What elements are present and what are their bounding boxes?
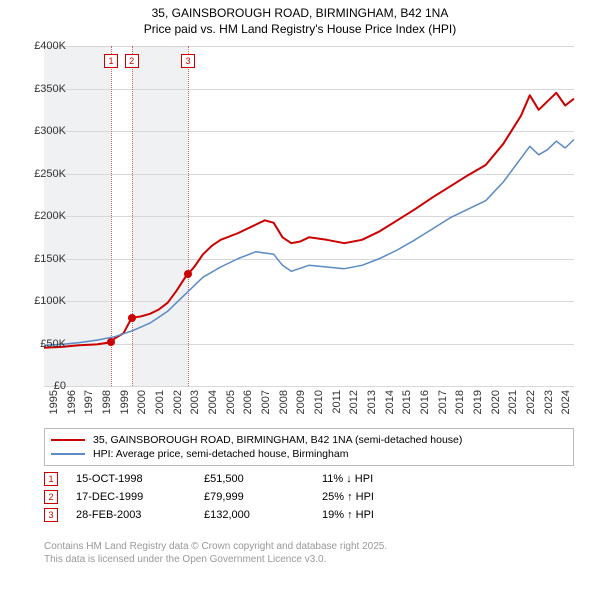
x-tick-label: 1997 bbox=[83, 390, 95, 414]
x-tick-label: 1995 bbox=[48, 390, 60, 414]
event-delta: 19% ↑ HPI bbox=[322, 509, 442, 521]
x-tick-label: 2010 bbox=[313, 390, 325, 414]
x-tick-label: 1996 bbox=[66, 390, 78, 414]
event-row: 1 15-OCT-1998 £51,500 11% ↓ HPI bbox=[44, 470, 574, 488]
x-tick-label: 2016 bbox=[419, 390, 431, 414]
title-block: 35, GAINSBOROUGH ROAD, BIRMINGHAM, B42 1… bbox=[0, 0, 600, 37]
event-price: £51,500 bbox=[204, 473, 304, 485]
x-tick-label: 2019 bbox=[472, 390, 484, 414]
event-date: 15-OCT-1998 bbox=[76, 473, 186, 485]
event-marker-box: 2 bbox=[44, 490, 58, 504]
x-tick-label: 2006 bbox=[242, 390, 254, 414]
x-tick-label: 2001 bbox=[154, 390, 166, 414]
x-tick-label: 2008 bbox=[278, 390, 290, 414]
event-delta: 25% ↑ HPI bbox=[322, 491, 442, 503]
series-line-hpi bbox=[44, 140, 574, 346]
x-tick-label: 2000 bbox=[136, 390, 148, 414]
legend-swatch-hpi bbox=[51, 453, 85, 455]
legend-box: 35, GAINSBOROUGH ROAD, BIRMINGHAM, B42 1… bbox=[44, 428, 574, 466]
legend-swatch-price-paid bbox=[51, 439, 85, 441]
x-tick-label: 2002 bbox=[172, 390, 184, 414]
x-tick-label: 2020 bbox=[490, 390, 502, 414]
legend-item-hpi: HPI: Average price, semi-detached house,… bbox=[51, 447, 567, 461]
x-tick-label: 2012 bbox=[348, 390, 360, 414]
x-tick-label: 2021 bbox=[507, 390, 519, 414]
y-tick-label: £100K bbox=[34, 295, 66, 307]
x-tick-label: 2007 bbox=[260, 390, 272, 414]
x-tick-label: 2024 bbox=[560, 390, 572, 414]
event-price: £79,999 bbox=[204, 491, 304, 503]
y-tick-label: £300K bbox=[34, 125, 66, 137]
footer-line-2: This data is licensed under the Open Gov… bbox=[44, 553, 574, 566]
y-tick-label: £150K bbox=[34, 253, 66, 265]
x-tick-label: 2017 bbox=[437, 390, 449, 414]
title-line-2: Price paid vs. HM Land Registry's House … bbox=[0, 22, 600, 38]
series-line-price_paid bbox=[44, 93, 574, 348]
event-price: £132,000 bbox=[204, 509, 304, 521]
legend-item-price-paid: 35, GAINSBOROUGH ROAD, BIRMINGHAM, B42 1… bbox=[51, 433, 567, 447]
footer-line-1: Contains HM Land Registry data © Crown c… bbox=[44, 540, 574, 553]
event-date: 17-DEC-1999 bbox=[76, 491, 186, 503]
x-tick-label: 2022 bbox=[525, 390, 537, 414]
y-tick-label: £200K bbox=[34, 210, 66, 222]
chart-lines-svg bbox=[44, 46, 574, 386]
legend-label-price-paid: 35, GAINSBOROUGH ROAD, BIRMINGHAM, B42 1… bbox=[93, 434, 462, 446]
chart-container: 35, GAINSBOROUGH ROAD, BIRMINGHAM, B42 1… bbox=[0, 0, 600, 590]
y-tick-label: £400K bbox=[34, 40, 66, 52]
event-row: 2 17-DEC-1999 £79,999 25% ↑ HPI bbox=[44, 488, 574, 506]
x-tick-label: 2004 bbox=[207, 390, 219, 414]
event-marker-box: 3 bbox=[44, 508, 58, 522]
legend-label-hpi: HPI: Average price, semi-detached house,… bbox=[93, 448, 348, 460]
chart-plot-area: 123 bbox=[44, 46, 574, 386]
event-marker-box: 1 bbox=[44, 472, 58, 486]
x-tick-label: 2015 bbox=[401, 390, 413, 414]
x-tick-label: 2005 bbox=[225, 390, 237, 414]
x-tick-label: 1998 bbox=[101, 390, 113, 414]
gridline-horizontal bbox=[44, 386, 574, 387]
event-row: 3 28-FEB-2003 £132,000 19% ↑ HPI bbox=[44, 506, 574, 524]
x-tick-label: 2003 bbox=[189, 390, 201, 414]
y-tick-label: £50K bbox=[40, 338, 66, 350]
x-tick-label: 2011 bbox=[331, 390, 343, 414]
title-line-1: 35, GAINSBOROUGH ROAD, BIRMINGHAM, B42 1… bbox=[0, 6, 600, 22]
x-tick-label: 2013 bbox=[366, 390, 378, 414]
x-tick-label: 2023 bbox=[543, 390, 555, 414]
footer-attribution: Contains HM Land Registry data © Crown c… bbox=[44, 540, 574, 566]
x-tick-label: 2018 bbox=[454, 390, 466, 414]
event-delta: 11% ↓ HPI bbox=[322, 473, 442, 485]
y-tick-label: £350K bbox=[34, 83, 66, 95]
x-tick-label: 2009 bbox=[295, 390, 307, 414]
x-tick-label: 2014 bbox=[384, 390, 396, 414]
events-table: 1 15-OCT-1998 £51,500 11% ↓ HPI 2 17-DEC… bbox=[44, 470, 574, 524]
event-date: 28-FEB-2003 bbox=[76, 509, 186, 521]
y-tick-label: £250K bbox=[34, 168, 66, 180]
x-tick-label: 1999 bbox=[119, 390, 131, 414]
